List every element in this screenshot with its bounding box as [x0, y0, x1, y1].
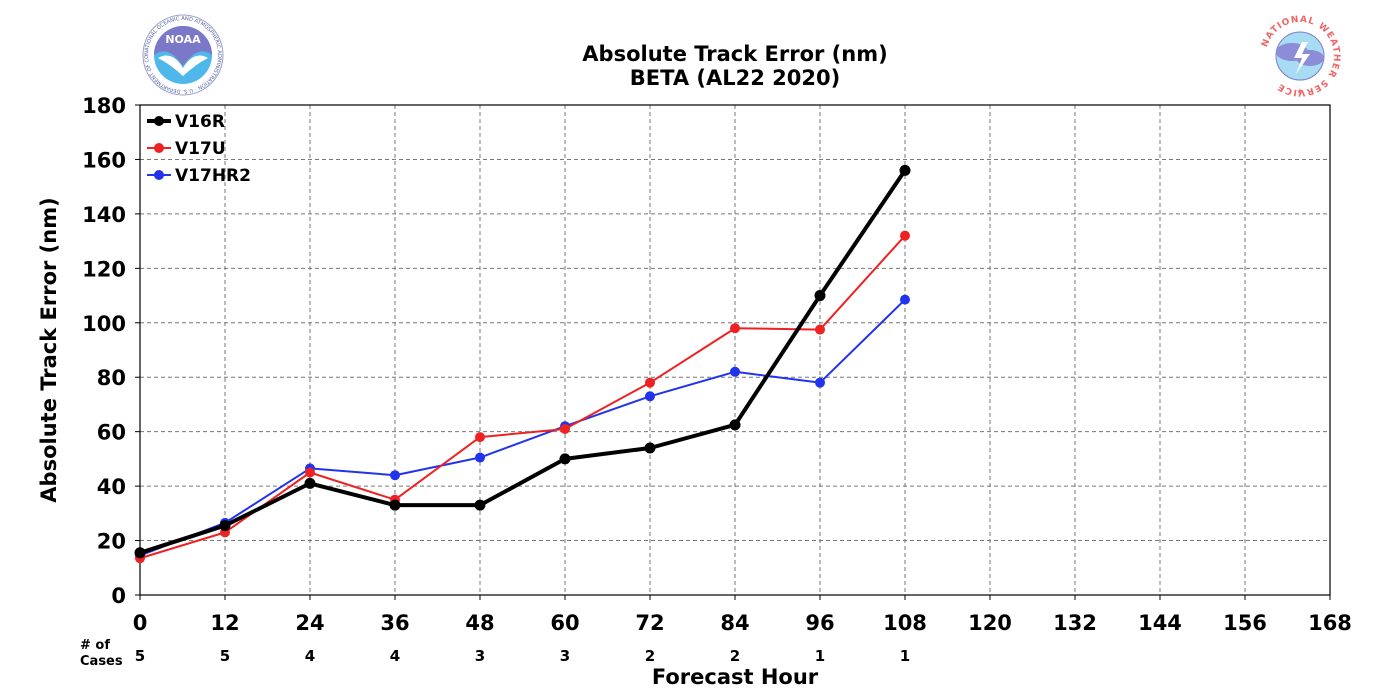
grid-lines [140, 105, 1330, 595]
y-tick-label: 160 [82, 148, 126, 172]
axis-ticks: 0 12 24 36 48 60 72 84 96 108 120 132 144 156 168 0 20 40… [82, 94, 1352, 635]
x-tick-label: 0 [133, 611, 148, 635]
y-tick-label: 80 [97, 366, 126, 390]
series-lines [134, 164, 911, 564]
data-point-v17hr2 [900, 294, 910, 305]
data-point-v17hr2 [815, 377, 825, 388]
legend-label-v17u: V17U [175, 139, 226, 159]
x-tick-label: 24 [295, 611, 324, 635]
chart-title: Absolute Track Error (nm) [582, 42, 888, 66]
data-point-v16r [559, 453, 571, 465]
data-point-v16r [134, 547, 146, 559]
x-tick-label: 72 [635, 611, 664, 635]
data-point-v17hr2 [645, 391, 655, 402]
legend: V16R V17U V17HR2 [147, 112, 251, 186]
svg-text:NOAA: NOAA [165, 33, 201, 46]
x-tick-label: 60 [550, 611, 579, 635]
data-point-v16r [899, 164, 911, 176]
case-count: 5 [135, 647, 145, 665]
data-point-v17u [305, 467, 315, 478]
x-tick-label: 96 [805, 611, 834, 635]
case-count: 4 [305, 647, 315, 665]
data-point-v17hr2 [475, 452, 485, 463]
case-count: 4 [390, 647, 400, 665]
data-point-v17u [730, 323, 740, 334]
x-tick-label: 84 [720, 611, 749, 635]
data-point-v16r [729, 419, 741, 431]
x-tick-label: 144 [1138, 611, 1182, 635]
x-tick-label: 120 [968, 611, 1012, 635]
data-point-v16r [219, 520, 231, 532]
x-tick-label: 156 [1223, 611, 1267, 635]
legend-label-v16r: V16R [175, 112, 225, 132]
svg-text:★: ★ [1296, 87, 1303, 96]
y-tick-label: 60 [97, 421, 126, 445]
cases-label: # of Cases [80, 638, 123, 670]
nws-logo: NATIONAL WEATHER SERVICE ★ [1259, 15, 1341, 97]
x-tick-label: 168 [1308, 611, 1352, 635]
y-tick-label: 0 [111, 584, 126, 608]
x-tick-label: 36 [380, 611, 409, 635]
legend-marker-v16r [154, 116, 164, 126]
noaa-logo: NATIONAL OCEANIC AND ATMOSPHERIC ADMINIS… [142, 14, 224, 96]
legend-label-v17hr2: V17HR2 [175, 166, 251, 186]
x-tick-label: 108 [883, 611, 927, 635]
data-point-v16r [474, 499, 486, 511]
series-line-v17hr2 [139, 298, 906, 557]
legend-marker-v17hr2 [154, 170, 164, 180]
data-point-v17u [560, 423, 570, 434]
y-tick-label: 20 [97, 530, 126, 554]
y-tick-label: 40 [97, 475, 126, 499]
case-count: 1 [900, 647, 910, 665]
x-tick-label: 12 [210, 611, 239, 635]
case-counts: 5 5 4 4 3 3 2 2 1 1 [135, 647, 910, 665]
data-point-v17u [900, 230, 910, 241]
x-tick-label: 132 [1053, 611, 1097, 635]
y-tick-label: 140 [82, 203, 126, 227]
data-point-v16r [644, 442, 656, 454]
y-axis-label: Absolute Track Error (nm) [37, 197, 61, 502]
x-axis-label: Forecast Hour [652, 665, 819, 689]
y-tick-label: 100 [82, 312, 126, 336]
case-count: 3 [475, 647, 485, 665]
case-count: 3 [560, 647, 570, 665]
data-point-v16r [389, 499, 401, 511]
case-count: 5 [220, 647, 230, 665]
data-point-v17u [645, 377, 655, 388]
case-count: 2 [730, 647, 740, 665]
data-point-v16r [814, 290, 826, 302]
case-count: 1 [815, 647, 825, 665]
data-point-v17hr2 [390, 470, 400, 481]
y-tick-label: 180 [82, 94, 126, 118]
data-point-v17hr2 [730, 366, 740, 377]
data-point-v17u [815, 324, 825, 335]
x-tick-label: 48 [465, 611, 494, 635]
chart-subtitle: BETA (AL22 2020) [629, 66, 841, 90]
legend-marker-v17u [154, 143, 164, 153]
data-point-v16r [304, 477, 316, 489]
series-line-v16r [139, 169, 907, 555]
data-point-v17u [475, 432, 485, 443]
y-tick-label: 120 [82, 257, 126, 281]
cases-label-line-2: Cases [80, 654, 123, 669]
cases-label-line-1: # of [80, 638, 111, 653]
case-count: 2 [645, 647, 655, 665]
